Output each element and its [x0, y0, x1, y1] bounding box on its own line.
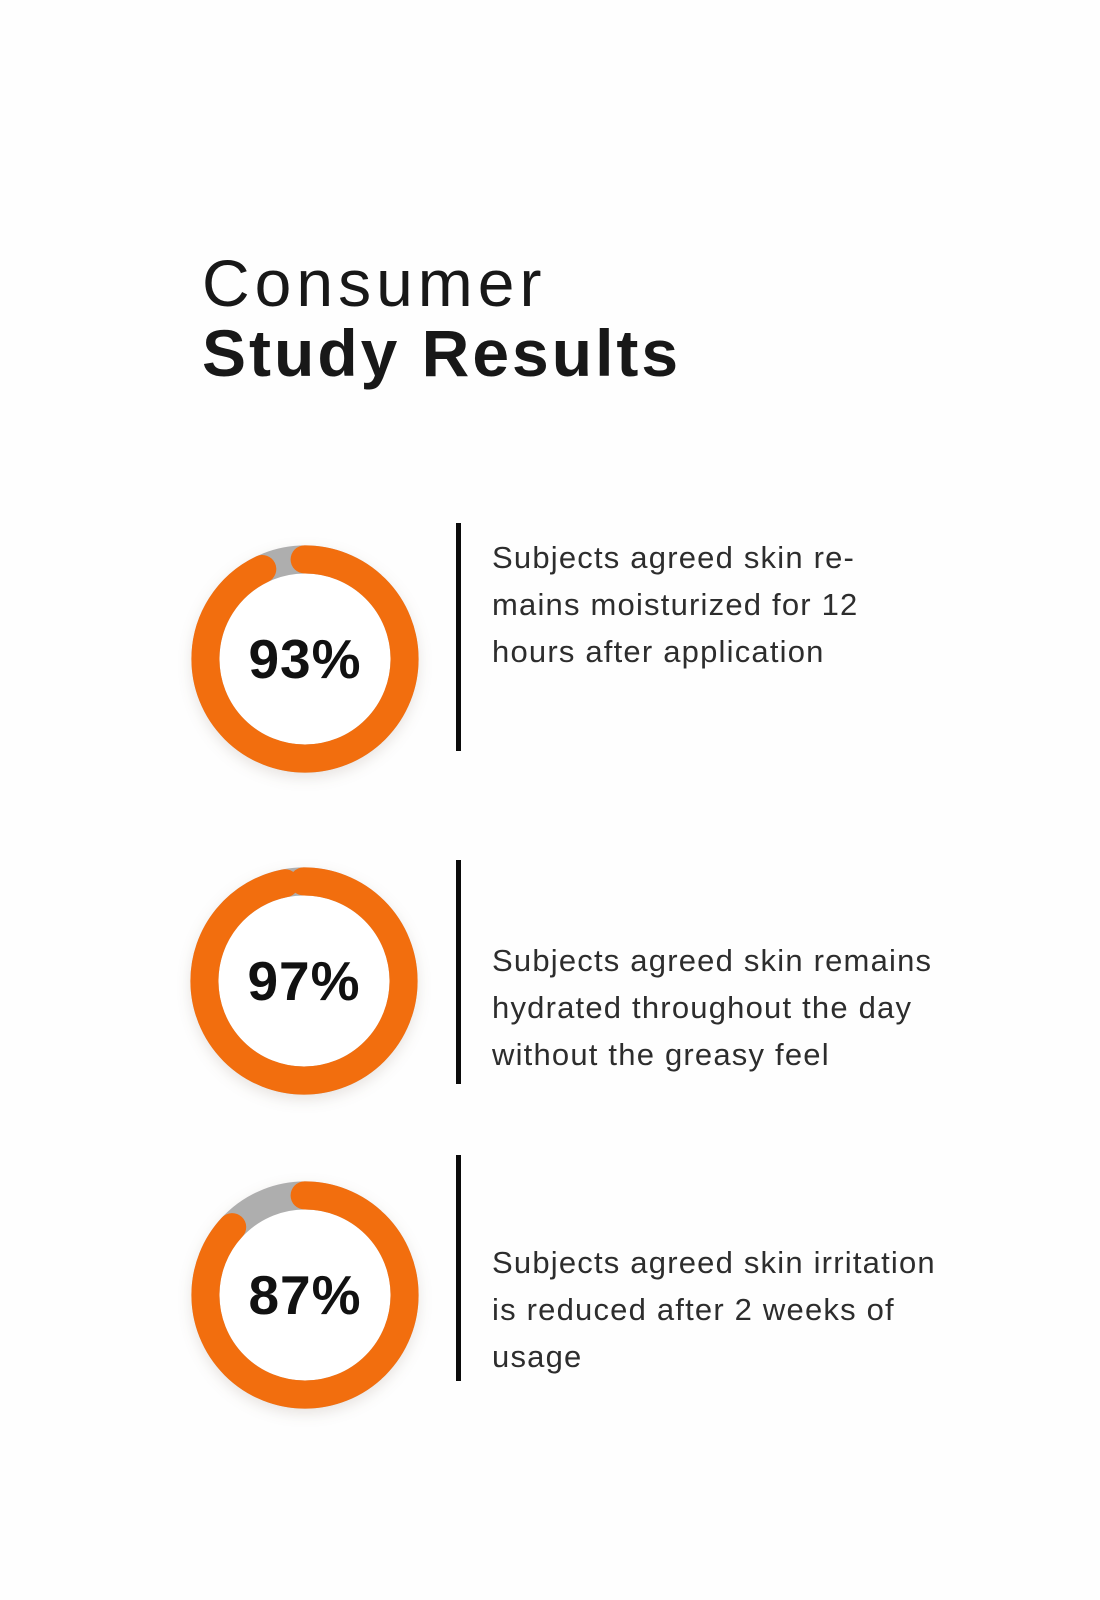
percent-label-2: 97%: [247, 950, 361, 1012]
vertical-divider-1: [456, 523, 461, 751]
description-line: is reduced after 2 weeks of: [492, 1292, 895, 1327]
vertical-divider-2: [456, 860, 461, 1084]
donut-ring-icon: [191, 545, 419, 773]
description-line: mains moisturized for 12: [492, 587, 859, 622]
donut-progress-arc: [191, 1181, 419, 1409]
donut-ring-icon: [191, 1181, 419, 1409]
description-line: without the greasy feel: [492, 1037, 830, 1072]
donut-ring-icon: [190, 867, 418, 1095]
percent-label-3: 87%: [248, 1264, 362, 1326]
description-line: hours after application: [492, 634, 825, 669]
page-title-line1: Consumer: [202, 246, 547, 320]
description-line: Subjects agreed skin re-: [492, 540, 856, 575]
donut-inner-circle: [218, 572, 392, 746]
donut-inner-circle: [217, 894, 391, 1068]
description-line: usage: [492, 1339, 583, 1374]
description-line: Subjects agreed skin remains: [492, 943, 933, 978]
description-line: Subjects agreed skin irritation: [492, 1245, 936, 1280]
result-description-1: Subjects agreed skin re- mains moisturiz…: [492, 534, 859, 675]
vertical-divider-3: [456, 1155, 461, 1381]
donut-progress-arc: [191, 545, 419, 773]
donut-chart-1: 93%: [189, 543, 421, 775]
result-description-2: Subjects agreed skin remains hydrated th…: [492, 937, 932, 1078]
donut-chart-2: 97%: [188, 865, 420, 1097]
result-description-3: Subjects agreed skin irritation is reduc…: [492, 1239, 936, 1380]
page-title-line2: Study Results: [202, 316, 682, 390]
description-line: hydrated throughout the day: [492, 990, 913, 1025]
page-title: Consumer Study Results: [202, 248, 681, 388]
percent-label-1: 93%: [248, 628, 362, 690]
donut-inner-circle: [218, 1208, 392, 1382]
donut-chart-3: 87%: [189, 1179, 421, 1411]
donut-progress-arc: [190, 867, 418, 1095]
